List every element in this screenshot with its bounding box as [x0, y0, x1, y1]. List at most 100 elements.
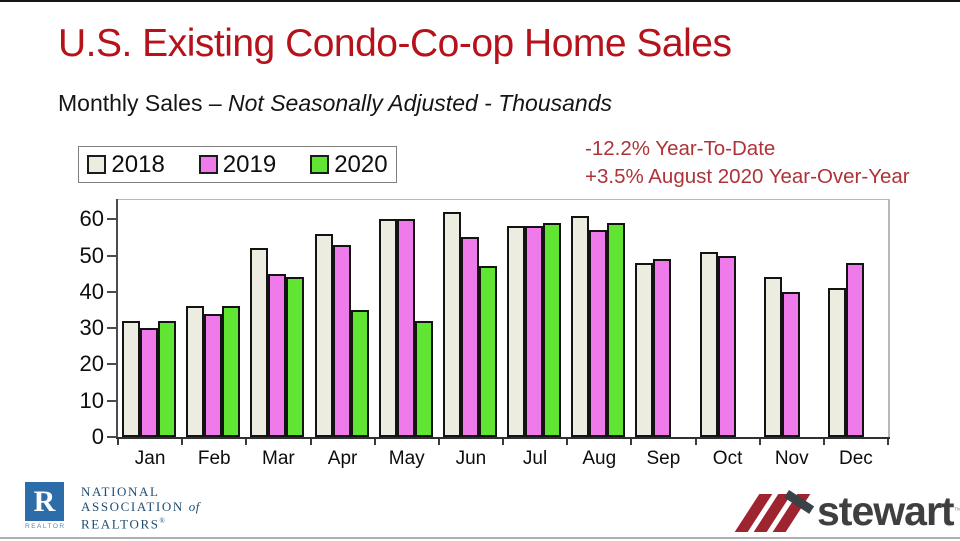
stewart-wordmark: stewart [817, 487, 955, 534]
bar-2020-jul [543, 223, 561, 437]
bar-2018-jan [122, 321, 140, 437]
stewart-stripes-icon [734, 490, 815, 532]
nar-line2-of: of [188, 499, 200, 514]
y-axis-tick [107, 327, 116, 330]
nar-line2-caps: ASSOCIATION [81, 499, 189, 514]
bar-2018-aug [571, 216, 590, 437]
bar-2019-apr [332, 245, 351, 437]
annotation-ytd: -12.2% Year-To-Date [585, 137, 776, 160]
nar-registered-mark: ® [159, 517, 167, 525]
legend-label-2020: 2020 [334, 150, 388, 178]
x-axis-label-apr: Apr [327, 448, 358, 469]
x-axis-tick [181, 439, 184, 445]
bar-2018-nov [763, 277, 782, 437]
bar-2019-may [396, 219, 415, 437]
bottom-border-rule [0, 537, 960, 539]
legend-item-2019: 2019 [198, 150, 277, 179]
x-axis-tick [117, 439, 119, 445]
bar-group-oct [696, 200, 760, 437]
y-axis-tick [107, 218, 116, 221]
nar-badge-letter: R [33, 484, 56, 518]
bar-2018-sep [635, 263, 654, 437]
legend-swatch-2018 [87, 155, 107, 174]
y-axis-tick [107, 254, 116, 257]
x-axis-tick [245, 439, 248, 445]
bar-2019-nov [781, 292, 800, 437]
y-axis-label-50: 50 [79, 242, 104, 268]
y-axis-label-20: 20 [79, 351, 104, 377]
y-axis-tick [107, 363, 116, 366]
page-title: U.S. Existing Condo-Co-op Home Sales [58, 22, 732, 65]
stewart-logo: stewart ™ [734, 486, 960, 536]
annotation-yoy: +3.5% August 2020 Year-Over-Year [585, 165, 910, 188]
bar-2019-dec [845, 263, 864, 437]
nar-line3-caps: REALTORS [81, 516, 160, 532]
bar-group-nov [760, 200, 824, 437]
x-axis-tick [437, 439, 440, 445]
x-axis-label-sep: Sep [646, 448, 681, 469]
y-axis-label-0: 0 [91, 424, 104, 449]
x-axis-tick [566, 439, 569, 445]
x-axis-tick [502, 439, 504, 445]
legend-label-2018: 2018 [111, 150, 165, 178]
stewart-trademark: ™ [953, 506, 960, 515]
y-axis-tick [107, 290, 116, 293]
y-axis-label-40: 40 [79, 278, 104, 304]
x-axis-tick [630, 439, 633, 445]
bar-2020-mar [286, 277, 305, 437]
bar-group-jul [503, 200, 567, 437]
chart-subtitle: Monthly Sales – Not Seasonally Adjusted … [58, 90, 612, 117]
bar-group-apr [311, 200, 375, 437]
x-axis-label-mar: Mar [262, 448, 295, 469]
bar-group-jun [439, 200, 503, 437]
bar-2018-jun [442, 212, 461, 437]
x-axis-tick [758, 439, 761, 445]
bar-2020-apr [350, 310, 369, 437]
x-axis-label-nov: Nov [774, 448, 809, 469]
bar-2020-feb [222, 306, 241, 437]
subtitle-regular: Monthly Sales – [58, 90, 229, 116]
y-axis-tick [107, 399, 116, 402]
x-axis-tick [309, 439, 312, 445]
annotations-block: -12.2% Year-To-Date +3.5% August 2020 Ye… [585, 135, 910, 191]
bar-2018-jul [507, 226, 525, 437]
bar-group-feb [182, 200, 246, 437]
top-border-rule [0, 0, 960, 2]
x-axis-tick [694, 439, 697, 445]
bar-group-aug [567, 200, 631, 437]
bar-2018-feb [186, 306, 205, 437]
bar-2019-jan [140, 328, 158, 437]
nar-line2: ASSOCIATION of [81, 499, 200, 514]
bar-group-jan [118, 200, 182, 437]
x-axis-label-dec: Dec [839, 448, 873, 469]
nar-realtor-badge-icon: R [25, 482, 64, 521]
nar-badge-caption: REALTOR [25, 523, 66, 530]
legend-label-2019: 2019 [222, 150, 277, 178]
bar-2020-jan [158, 321, 176, 437]
legend-box: 2018 2019 2020 [78, 146, 397, 183]
nar-line1: NATIONAL [81, 484, 160, 499]
bar-2019-jun [460, 237, 479, 437]
x-axis-label-jul: Jul [522, 448, 548, 469]
nar-line3: REALTORS® [81, 514, 200, 531]
bar-2018-oct [699, 252, 718, 437]
legend-swatch-2019 [198, 155, 218, 174]
nar-wordmark: NATIONAL ASSOCIATION of REALTORS® [81, 484, 200, 531]
bar-2018-dec [827, 288, 846, 437]
x-axis-tick [887, 439, 889, 445]
bar-2019-feb [204, 314, 223, 437]
bar-2019-jul [525, 226, 543, 437]
bar-group-mar [246, 200, 310, 437]
bar-group-dec [824, 200, 888, 437]
plot-right-border [888, 199, 890, 438]
subtitle-italic: Not Seasonally Adjusted - Thousands [228, 90, 613, 116]
y-axis-label-10: 10 [79, 387, 104, 413]
x-axis-label-may: May [388, 448, 425, 469]
x-axis-tick [822, 439, 825, 445]
x-axis-line [116, 437, 890, 439]
x-axis-label-oct: Oct [712, 448, 743, 469]
bar-2019-sep [653, 259, 672, 437]
x-axis-tick [373, 439, 376, 445]
bar-2018-may [378, 219, 397, 437]
